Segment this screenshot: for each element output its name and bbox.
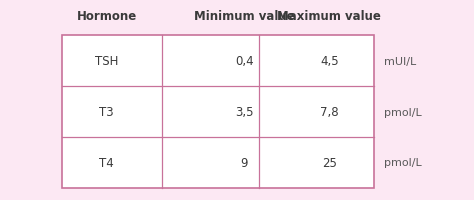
Text: Minimum value: Minimum value — [194, 10, 294, 22]
Text: 0,4: 0,4 — [235, 55, 254, 68]
Text: 7,8: 7,8 — [320, 106, 339, 118]
Text: Maximum value: Maximum value — [277, 10, 382, 22]
Text: 3,5: 3,5 — [235, 106, 254, 118]
Text: 9: 9 — [240, 156, 248, 169]
FancyBboxPatch shape — [62, 36, 374, 188]
Text: Hormone: Hormone — [76, 10, 137, 22]
Text: 25: 25 — [322, 156, 337, 169]
Text: 4,5: 4,5 — [320, 55, 339, 68]
Text: mUI/L: mUI/L — [384, 56, 416, 66]
Text: TSH: TSH — [95, 55, 118, 68]
Text: pmol/L: pmol/L — [384, 158, 422, 168]
Text: pmol/L: pmol/L — [384, 107, 422, 117]
Text: T3: T3 — [100, 106, 114, 118]
Text: T4: T4 — [99, 156, 114, 169]
